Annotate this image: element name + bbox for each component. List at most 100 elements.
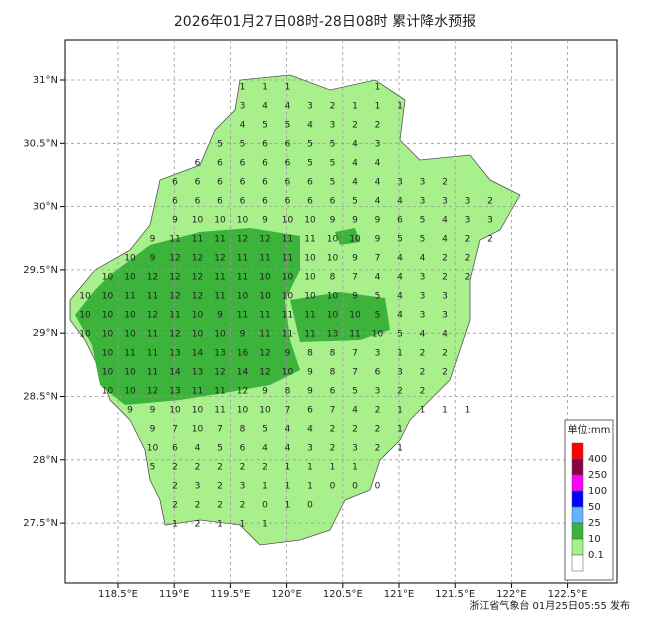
grid-value: 8 <box>285 387 291 397</box>
grid-value: 9 <box>217 311 223 321</box>
grid-value: 4 <box>352 140 358 150</box>
grid-value: 11 <box>192 387 203 397</box>
grid-value: 3 <box>442 311 448 321</box>
grid-value: 8 <box>307 349 313 359</box>
grid-value: 4 <box>262 102 268 112</box>
grid-value: 5 <box>420 235 426 245</box>
legend-label: 250 <box>588 470 607 481</box>
lon-label: 122.5°E <box>548 589 588 600</box>
grid-value: 10 <box>124 330 136 340</box>
grid-value: 3 <box>397 178 403 188</box>
title: 2026年01月27日08时-28日08时 累计降水预报 <box>174 14 476 30</box>
grid-value: 2 <box>330 102 336 112</box>
grid-value: 5 <box>262 425 268 435</box>
lon-label: 119°E <box>159 589 189 600</box>
grid-value: 9 <box>150 406 156 416</box>
grid-value: 6 <box>285 178 291 188</box>
grid-value: 3 <box>420 197 426 207</box>
grid-value: 12 <box>169 292 180 302</box>
grid-value: 10 <box>327 292 339 302</box>
grid-value: 12 <box>214 368 225 378</box>
legend-swatch <box>571 538 584 556</box>
grid-value: 6 <box>285 197 291 207</box>
grid-value: 4 <box>352 406 358 416</box>
grid-value: 6 <box>397 216 403 226</box>
grid-value: 11 <box>259 330 270 340</box>
grid-value: 10 <box>79 292 91 302</box>
heavy-area <box>75 228 300 405</box>
grid-value: 10 <box>214 216 226 226</box>
grid-value: 14 <box>169 368 181 378</box>
grid-value: 2 <box>420 368 426 378</box>
grid-value: 9 <box>352 292 358 302</box>
grid-value: 12 <box>192 254 203 264</box>
grid-value: 11 <box>237 311 248 321</box>
grid-value: 2 <box>217 482 223 492</box>
grid-value: 10 <box>237 292 249 302</box>
grid-value: 3 <box>397 368 403 378</box>
grid-value: 12 <box>147 387 158 397</box>
grid-value: 10 <box>304 216 316 226</box>
grid-value: 11 <box>237 254 248 264</box>
grid-value: 6 <box>307 178 313 188</box>
grid-value: 5 <box>150 463 156 473</box>
grid-value: 3 <box>420 178 426 188</box>
grid-value: 11 <box>214 292 225 302</box>
grid-value: 9 <box>262 387 268 397</box>
lat-label: 29°N <box>33 328 58 339</box>
grid-value: 1 <box>285 83 291 93</box>
grid-value: 3 <box>375 349 381 359</box>
legend-swatch <box>571 442 584 460</box>
grid-value: 10 <box>304 273 316 283</box>
grid-value: 3 <box>420 292 426 302</box>
grid-value: 3 <box>465 197 471 207</box>
grid-value: 11 <box>147 292 158 302</box>
grid-value: 1 <box>397 102 403 112</box>
grid-value: 5 <box>217 444 223 454</box>
grid-value: 7 <box>172 425 178 435</box>
grid-value: 6 <box>285 159 291 169</box>
grid-value: 10 <box>102 330 114 340</box>
grid-value: 6 <box>195 159 201 169</box>
grid-value: 2 <box>240 501 246 511</box>
grid-value: 4 <box>375 159 381 169</box>
grid-value: 6 <box>217 197 223 207</box>
grid-value: 7 <box>330 406 336 416</box>
grid-value: 1 <box>352 102 358 112</box>
grid-value: 10 <box>102 311 114 321</box>
grid-value: 6 <box>262 140 268 150</box>
grid-value: 2 <box>217 501 223 511</box>
legend-swatch <box>571 490 584 508</box>
grid-value: 12 <box>147 311 158 321</box>
grid-value: 5 <box>240 140 246 150</box>
grid-value: 2 <box>442 254 448 264</box>
grid-value: 10 <box>102 349 114 359</box>
grid-value: 4 <box>375 178 381 188</box>
grid-value: 3 <box>375 140 381 150</box>
grid-value: 9 <box>127 406 133 416</box>
grid-value: 2 <box>465 235 471 245</box>
grid-value: 3 <box>240 482 246 492</box>
lat-label: 28°N <box>33 455 58 466</box>
grid-value: 2 <box>442 273 448 283</box>
legend-swatch <box>571 506 584 524</box>
grid-value: 6 <box>330 197 336 207</box>
grid-value: 10 <box>327 235 339 245</box>
grid-value: 6 <box>307 406 313 416</box>
legend-swatch <box>571 458 584 476</box>
grid-value: 3 <box>330 121 336 131</box>
grid-value: 7 <box>375 254 381 264</box>
grid-value: 11 <box>349 330 360 340</box>
grid-value: 9 <box>172 216 178 226</box>
grid-value: 0 <box>352 482 358 492</box>
grid-value: 9 <box>240 330 246 340</box>
grid-value: 4 <box>442 330 448 340</box>
grid-value: 2 <box>420 387 426 397</box>
grid-value: 3 <box>375 387 381 397</box>
lon-label: 122°E <box>496 589 526 600</box>
grid-value: 4 <box>397 292 403 302</box>
grid-value: 4 <box>420 254 426 264</box>
grid-value: 11 <box>259 254 270 264</box>
grid-value: 1 <box>172 520 178 530</box>
lon-label: 120°E <box>271 589 301 600</box>
